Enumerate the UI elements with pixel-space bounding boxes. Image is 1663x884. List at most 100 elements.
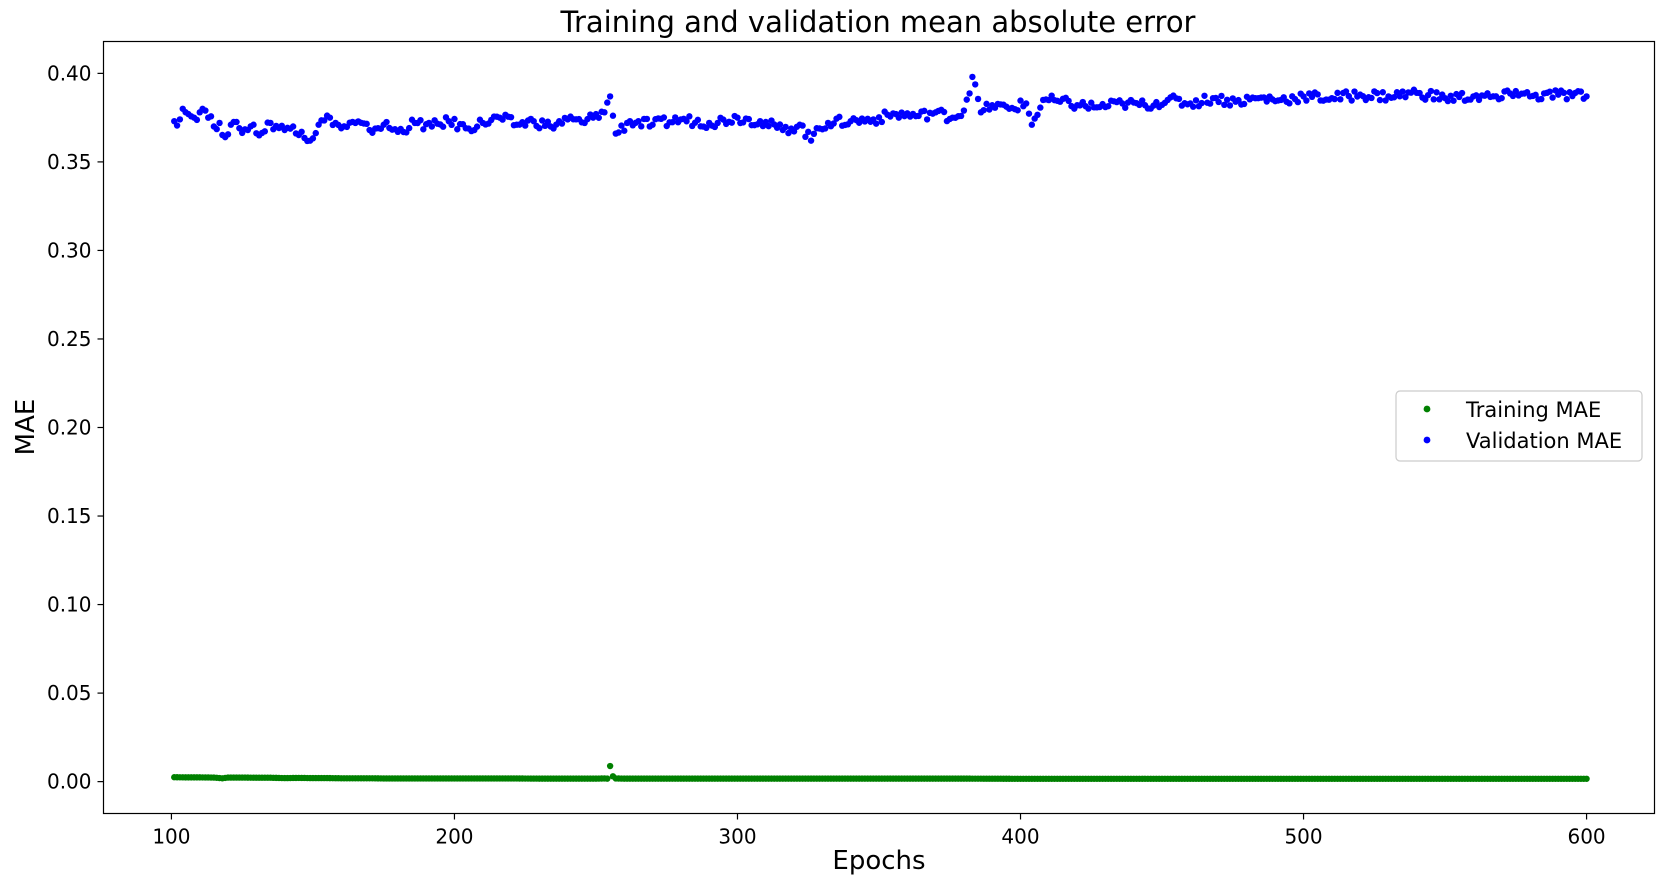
data-point — [202, 107, 209, 114]
data-point — [672, 114, 679, 121]
data-point — [530, 117, 537, 125]
data-point — [298, 128, 305, 136]
x-tick-label: 600 — [1567, 825, 1605, 849]
data-point — [878, 118, 886, 126]
data-point — [1025, 110, 1033, 117]
data-point — [1218, 92, 1225, 100]
data-point — [1447, 92, 1454, 99]
data-point — [921, 107, 928, 115]
data-point — [454, 126, 461, 133]
data-point — [1433, 89, 1440, 96]
data-point — [963, 96, 970, 103]
data-point — [1376, 96, 1384, 104]
data-point — [686, 113, 693, 120]
data-point — [250, 121, 257, 128]
y-tick-label: 0.30 — [47, 238, 92, 262]
data-point — [289, 123, 297, 130]
data-point — [558, 120, 566, 127]
data-point — [609, 112, 617, 119]
data-point — [649, 121, 656, 128]
data-point — [363, 120, 370, 128]
data-point — [643, 115, 651, 123]
data-point — [1402, 93, 1409, 101]
y-tick-label: 0.40 — [47, 61, 92, 85]
data-points — [171, 73, 1590, 782]
data-point — [638, 123, 645, 130]
data-point — [584, 115, 591, 123]
data-point — [983, 100, 990, 108]
data-point — [176, 116, 184, 123]
data-point — [836, 113, 843, 121]
data-point — [606, 93, 614, 100]
data-point — [224, 131, 232, 138]
data-point — [538, 117, 546, 124]
data-point — [383, 118, 390, 126]
x-tick-label: 500 — [1284, 825, 1322, 849]
data-point — [972, 81, 979, 88]
data-point — [1034, 111, 1041, 119]
data-point — [974, 95, 982, 103]
data-point — [872, 120, 880, 127]
data-point — [1198, 99, 1205, 107]
data-point — [1226, 102, 1234, 109]
data-point — [173, 122, 181, 129]
data-point — [802, 133, 809, 141]
data-point — [193, 116, 201, 124]
x-axis-title: Epochs — [832, 846, 925, 876]
data-point — [966, 90, 973, 97]
y-tick-label: 0.25 — [47, 327, 92, 351]
data-point — [765, 122, 772, 130]
data-point — [428, 123, 436, 130]
data-point — [799, 122, 806, 129]
data-point — [1215, 98, 1222, 106]
data-point — [790, 128, 798, 135]
data-point — [960, 107, 968, 114]
data-point — [776, 121, 784, 128]
data-point — [1560, 89, 1568, 97]
data-point — [236, 125, 243, 132]
data-point — [451, 115, 458, 123]
data-point — [1017, 97, 1024, 104]
data-point — [499, 116, 506, 123]
data-point — [660, 114, 668, 121]
data-point — [420, 126, 427, 133]
data-point — [606, 762, 614, 770]
data-point — [1303, 97, 1310, 104]
legend-marker-validation — [1423, 436, 1431, 444]
data-point — [1342, 88, 1350, 95]
data-point — [1223, 96, 1231, 103]
data-point — [1498, 94, 1505, 102]
data-point — [615, 129, 622, 136]
data-point — [1444, 97, 1452, 105]
data-point — [267, 119, 274, 127]
data-point — [1430, 96, 1437, 103]
data-point — [207, 113, 215, 120]
chart-title: Training and validation mean absolute er… — [560, 5, 1196, 39]
data-point — [703, 124, 710, 132]
data-point — [312, 129, 319, 137]
data-point — [969, 73, 976, 81]
data-point — [405, 124, 413, 132]
y-tick-label: 0.00 — [47, 770, 92, 794]
data-point — [1368, 94, 1375, 102]
data-point — [980, 106, 987, 114]
data-point — [805, 128, 812, 136]
data-point — [895, 114, 903, 121]
data-point — [216, 119, 223, 127]
data-point — [417, 116, 424, 124]
data-point — [957, 112, 965, 120]
data-point — [1399, 88, 1406, 95]
data-point — [321, 117, 328, 124]
data-point — [604, 775, 611, 782]
x-tick-label: 300 — [718, 825, 756, 849]
data-point — [1334, 89, 1341, 97]
data-point — [1583, 775, 1590, 782]
data-point — [1348, 97, 1355, 104]
data-point — [1105, 102, 1112, 110]
data-point — [807, 137, 815, 144]
data-point — [1286, 100, 1293, 107]
y-tick-label: 0.15 — [47, 504, 92, 528]
legend-label-validation: Validation MAE — [1466, 429, 1622, 453]
data-point — [1549, 94, 1556, 101]
